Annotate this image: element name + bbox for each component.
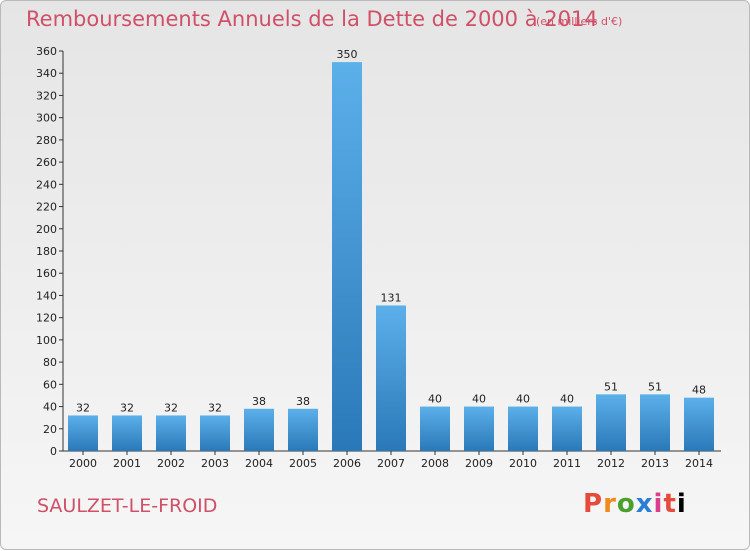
- y-tick-label: 320: [36, 89, 57, 102]
- y-tick-label: 340: [36, 67, 57, 80]
- bar: [200, 415, 230, 451]
- bar-value-label: 40: [516, 393, 530, 406]
- x-tick-label: 2011: [553, 457, 581, 470]
- bar-value-label: 38: [296, 395, 310, 408]
- x-tick-label: 2002: [157, 457, 185, 470]
- y-tick-label: 180: [36, 245, 57, 258]
- y-tick-label: 260: [36, 156, 57, 169]
- chart-title: Remboursements Annuels de la Dette de 20…: [26, 7, 598, 31]
- y-tick-label: 20: [43, 423, 57, 436]
- bar: [596, 394, 626, 451]
- x-tick-label: 2013: [641, 457, 669, 470]
- y-tick-label: 140: [36, 289, 57, 302]
- bar-value-label: 51: [648, 380, 662, 393]
- bar: [332, 62, 362, 451]
- logo-letter: o: [616, 489, 636, 519]
- bar-value-label: 131: [381, 291, 402, 304]
- y-tick-label: 100: [36, 334, 57, 347]
- y-tick-label: 220: [36, 201, 57, 214]
- x-tick-label: 2005: [289, 457, 317, 470]
- bar: [640, 394, 670, 451]
- y-tick-label: 40: [43, 401, 57, 414]
- proxiti-logo[interactable]: Proxiti: [583, 489, 687, 519]
- logo-letter: P: [583, 489, 604, 519]
- y-tick-label: 300: [36, 112, 57, 125]
- x-tick-label: 2000: [69, 457, 97, 470]
- x-tick-label: 2004: [245, 457, 273, 470]
- logo-letter: i: [653, 489, 664, 519]
- logo-letter: i: [676, 489, 687, 519]
- axes: 0 20 40 60 80 100 120 140 160 180 200 220 240 260 280 3…: [36, 45, 721, 458]
- bar-value-label: 32: [120, 401, 134, 414]
- bar: [684, 397, 714, 451]
- y-tick-label: 80: [43, 356, 57, 369]
- bar: [156, 415, 186, 451]
- bar-value-label: 32: [164, 401, 178, 414]
- y-tick-label: 0: [50, 445, 57, 458]
- y-tick-label: 60: [43, 378, 57, 391]
- bar: [420, 406, 450, 451]
- bar-value-label: 32: [208, 401, 222, 414]
- bar-value-label: 40: [560, 393, 574, 406]
- x-tick-label: 2010: [509, 457, 537, 470]
- logo-letter: t: [663, 489, 677, 519]
- labels: 32 2000 32 2001 32 2002 32 2003 38 2004 38 2005 350 2…: [69, 48, 713, 470]
- y-tick-label: 280: [36, 134, 57, 147]
- x-tick-label: 2001: [113, 457, 141, 470]
- bar: [68, 415, 98, 451]
- bar-value-label: 350: [337, 48, 358, 61]
- bar-value-label: 51: [604, 380, 618, 393]
- x-tick-label: 2014: [685, 457, 713, 470]
- y-tick-label: 160: [36, 267, 57, 280]
- bar: [552, 406, 582, 451]
- logo-letter: x: [635, 489, 654, 519]
- bar: [508, 406, 538, 451]
- x-tick-label: 2006: [333, 457, 361, 470]
- chart-unit: (en milliers d'€): [536, 15, 623, 28]
- bar: [244, 408, 274, 451]
- logo-letter: r: [603, 489, 617, 519]
- x-tick-label: 2008: [421, 457, 449, 470]
- y-tick-label: 120: [36, 312, 57, 325]
- commune-name: SAULZET-LE-FROID: [37, 495, 218, 517]
- y-tick-label: 360: [36, 45, 57, 58]
- y-tick-label: 240: [36, 178, 57, 191]
- bar: [288, 408, 318, 451]
- y-tick-label: 200: [36, 223, 57, 236]
- bar: [112, 415, 142, 451]
- bar: [376, 305, 406, 451]
- bar-value-label: 48: [692, 384, 706, 397]
- bar-value-label: 38: [252, 395, 266, 408]
- bars: [68, 62, 714, 451]
- x-tick-label: 2012: [597, 457, 625, 470]
- bar: [464, 406, 494, 451]
- bar-value-label: 40: [428, 393, 442, 406]
- x-tick-label: 2009: [465, 457, 493, 470]
- x-tick-label: 2003: [201, 457, 229, 470]
- bar-value-label: 40: [472, 393, 486, 406]
- x-tick-label: 2007: [377, 457, 405, 470]
- bar-value-label: 32: [76, 401, 90, 414]
